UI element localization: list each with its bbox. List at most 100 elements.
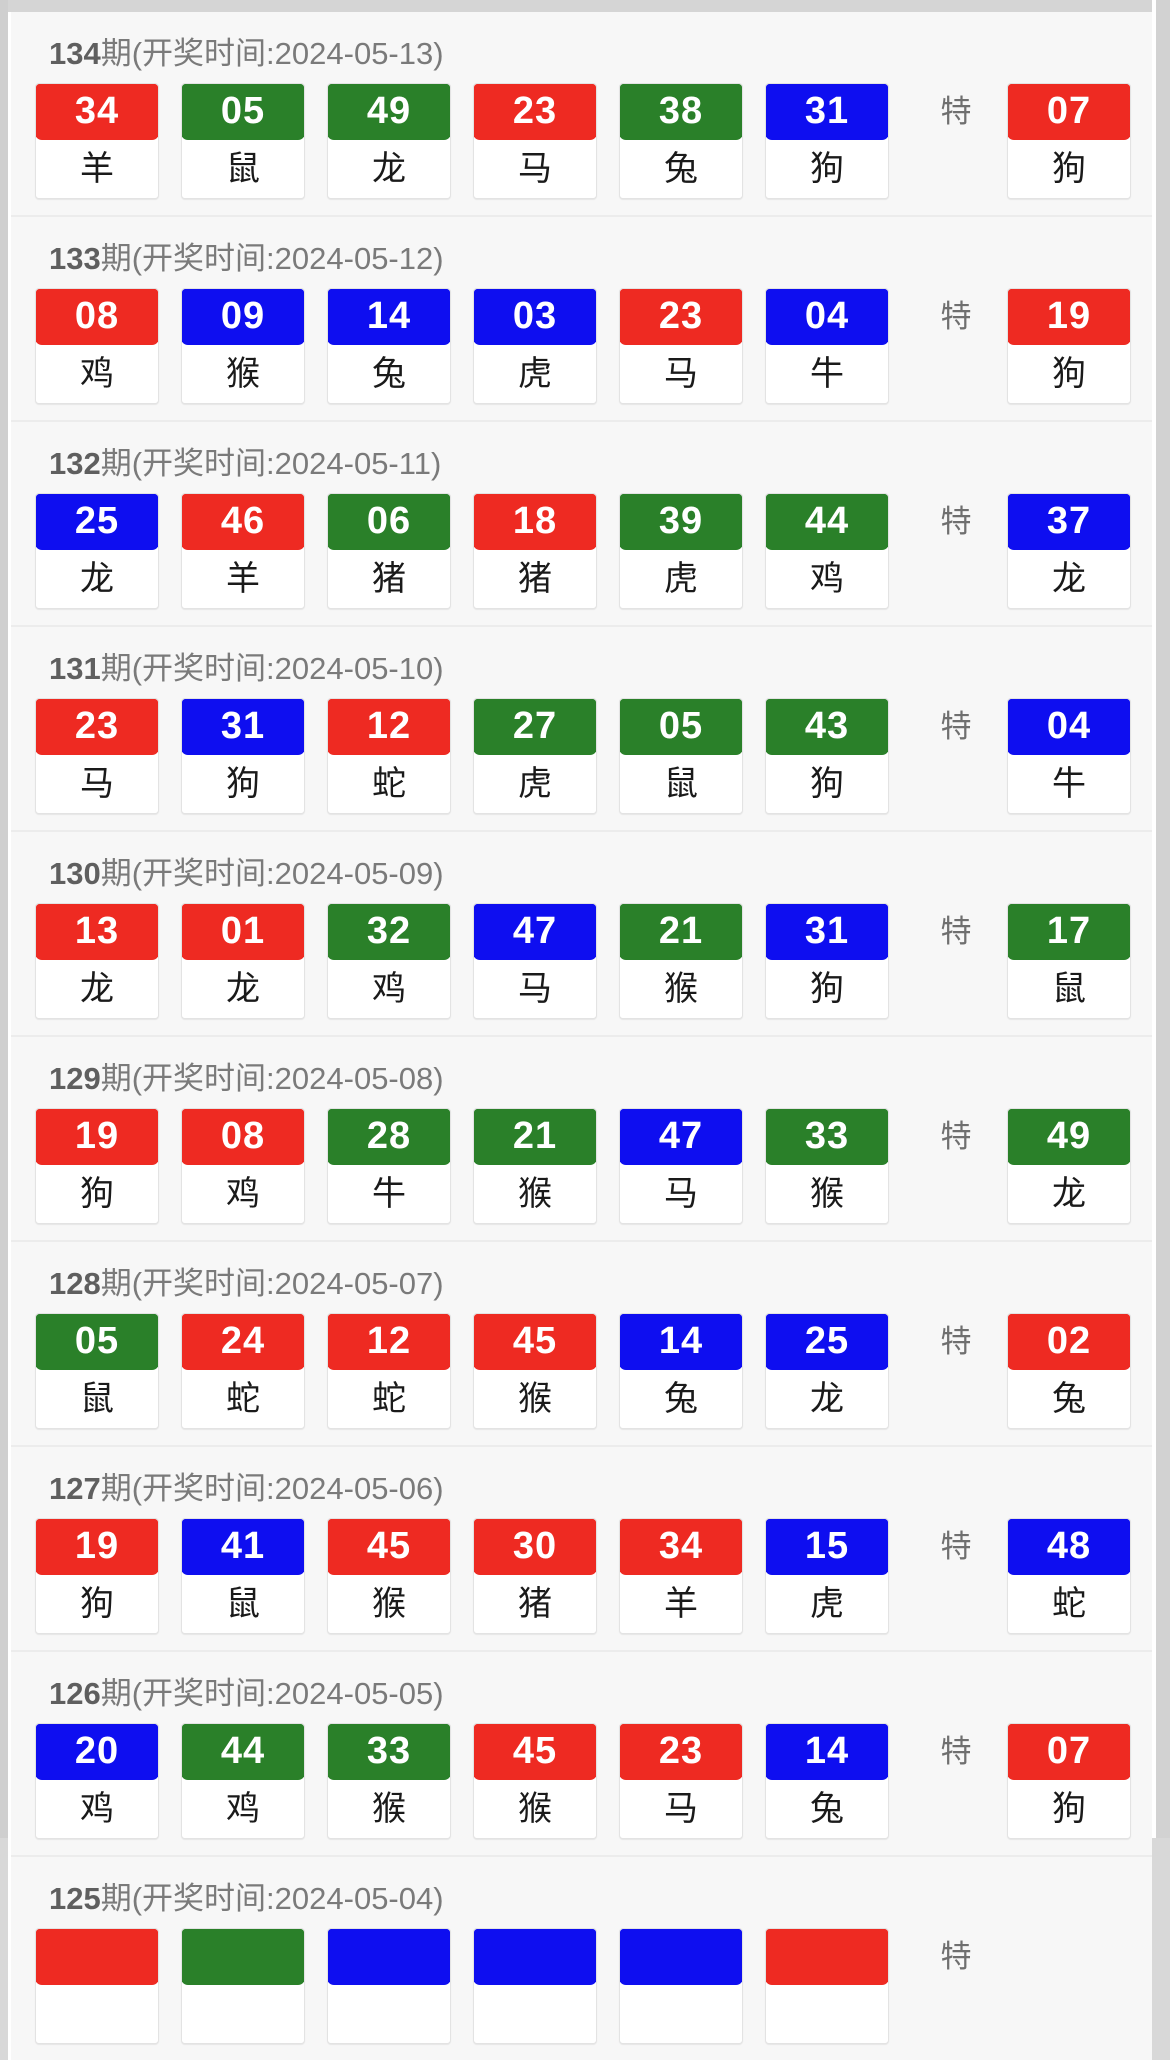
number-ball[interactable]: 33 猴 [765,1108,889,1224]
number-ball[interactable]: 34 羊 [619,1518,743,1634]
ball-number: 33 [328,1724,450,1780]
number-ball[interactable]: 28 牛 [327,1108,451,1224]
number-ball[interactable]: 44 鸡 [181,1723,305,1839]
special-number-ball[interactable]: 19 狗 [1007,288,1131,404]
special-number-ball[interactable]: 04 牛 [1007,698,1131,814]
number-ball[interactable]: 08 鸡 [35,288,159,404]
number-ball[interactable]: 05 鼠 [619,698,743,814]
number-ball[interactable]: 45 猴 [327,1518,451,1634]
number-ball[interactable]: 31 狗 [181,698,305,814]
ball-number: 46 [182,494,304,550]
special-number-ball[interactable]: 07 狗 [1007,83,1131,199]
draw-date-text: 期(开奖时间:2024-05-13) [100,36,444,71]
number-ball[interactable]: 44 鸡 [765,493,889,609]
number-ball[interactable]: 25 龙 [35,493,159,609]
number-ball[interactable]: 46 羊 [181,493,305,609]
number-ball[interactable]: 49 龙 [327,83,451,199]
number-ball[interactable]: 39 虎 [619,493,743,609]
number-ball[interactable]: 25 龙 [765,1313,889,1429]
special-number-ball[interactable]: 07 狗 [1007,1723,1131,1839]
ball-number: 14 [766,1724,888,1780]
number-ball[interactable]: 18 猪 [473,493,597,609]
special-number-label: 特 [940,299,972,334]
special-number-label: 特 [940,709,972,744]
number-ball[interactable] [35,1928,159,2044]
ball-zodiac: 狗 [766,960,888,1018]
balls-row: 05 鼠 24 蛇 12 蛇 45 猴 14 兔 25 龙特 02 兔 [11,1313,1152,1443]
number-ball[interactable]: 19 狗 [35,1518,159,1634]
number-ball[interactable]: 12 蛇 [327,1313,451,1429]
number-ball[interactable]: 20 鸡 [35,1723,159,1839]
ball-number: 09 [182,289,304,345]
number-ball[interactable]: 04 牛 [765,288,889,404]
number-ball[interactable]: 12 蛇 [327,698,451,814]
number-ball[interactable] [327,1928,451,2044]
special-number-label: 特 [940,1939,972,1974]
draw-title: 126期(开奖时间:2024-05-05) [11,1652,1152,1723]
number-ball[interactable]: 14 兔 [765,1723,889,1839]
number-ball[interactable]: 03 虎 [473,288,597,404]
number-ball[interactable]: 45 猴 [473,1723,597,1839]
number-ball[interactable]: 30 猪 [473,1518,597,1634]
ball-number: 24 [182,1314,304,1370]
number-ball[interactable]: 05 鼠 [181,83,305,199]
special-ball-number: 37 [1008,494,1130,550]
ball-number [328,1929,450,1985]
special-ball-number: 48 [1008,1519,1130,1575]
number-ball[interactable]: 33 猴 [327,1723,451,1839]
number-ball[interactable]: 24 蛇 [181,1313,305,1429]
number-ball[interactable] [765,1928,889,2044]
number-ball[interactable]: 32 鸡 [327,903,451,1019]
special-ball-zodiac: 蛇 [1008,1575,1130,1633]
ball-zodiac: 狗 [36,1165,158,1223]
number-ball[interactable]: 15 虎 [765,1518,889,1634]
number-ball[interactable]: 23 马 [473,83,597,199]
number-ball[interactable]: 06 猪 [327,493,451,609]
number-ball[interactable]: 23 马 [619,1723,743,1839]
special-number-ball[interactable]: 37 龙 [1007,493,1131,609]
number-ball[interactable]: 27 虎 [473,698,597,814]
special-number-ball[interactable]: 02 兔 [1007,1313,1131,1429]
number-ball[interactable] [473,1928,597,2044]
number-ball[interactable]: 05 鼠 [35,1313,159,1429]
number-ball[interactable]: 41 鼠 [181,1518,305,1634]
ball-number: 23 [36,699,158,755]
number-ball[interactable]: 01 龙 [181,903,305,1019]
number-ball[interactable]: 21 猴 [473,1108,597,1224]
ball-zodiac: 兔 [766,1780,888,1838]
special-number-ball[interactable]: 48 蛇 [1007,1518,1131,1634]
number-ball[interactable]: 47 马 [619,1108,743,1224]
number-ball[interactable]: 34 羊 [35,83,159,199]
number-ball[interactable]: 38 兔 [619,83,743,199]
number-ball[interactable]: 21 猴 [619,903,743,1019]
right-scrollbar-gutter[interactable] [1152,0,1170,1838]
balls-row: 19 狗 41 鼠 45 猴 30 猪 34 羊 15 虎 特 48 蛇 [11,1518,1152,1648]
number-ball[interactable]: 31 狗 [765,903,889,1019]
special-number-ball[interactable]: 49 龙 [1007,1108,1131,1224]
number-ball[interactable]: 14 兔 [327,288,451,404]
ball-zodiac: 虎 [766,1575,888,1633]
balls-row: 23 马 31 狗 12 蛇 27 虎 05 鼠 43 狗 特 04 牛 [11,698,1152,828]
ball-zodiac: 虎 [474,755,596,813]
draw-block: 129期(开奖时间:2024-05-08) 19 狗 08 鸡 28 牛 21 猴 47 马 33 猴特… [11,1035,1152,1240]
ball-zodiac [182,1985,304,2043]
number-ball[interactable]: 45 猴 [473,1313,597,1429]
number-ball[interactable]: 31 狗 [765,83,889,199]
number-ball[interactable] [619,1928,743,2044]
number-ball[interactable]: 13 龙 [35,903,159,1019]
number-ball[interactable]: 14 兔 [619,1313,743,1429]
number-ball[interactable]: 09 猴 [181,288,305,404]
ball-zodiac: 狗 [766,140,888,198]
special-number-ball[interactable]: 17 鼠 [1007,903,1131,1019]
number-ball[interactable]: 47 马 [473,903,597,1019]
ball-number: 04 [766,289,888,345]
number-ball[interactable]: 23 马 [35,698,159,814]
special-number-label: 特 [940,1529,972,1564]
draw-title: 134期(开奖时间:2024-05-13) [11,12,1152,83]
number-ball[interactable]: 08 鸡 [181,1108,305,1224]
number-ball[interactable]: 19 狗 [35,1108,159,1224]
number-ball[interactable]: 43 狗 [765,698,889,814]
ball-zodiac: 马 [620,1780,742,1838]
number-ball[interactable]: 23 马 [619,288,743,404]
number-ball[interactable] [181,1928,305,2044]
